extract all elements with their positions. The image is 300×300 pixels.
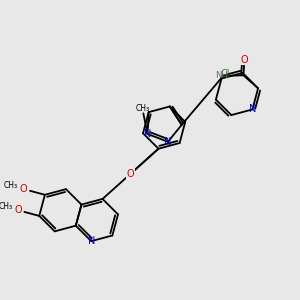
Text: N: N [88,236,95,246]
Text: O: O [241,55,248,65]
Text: O: O [127,169,134,179]
Text: CH₃: CH₃ [4,181,18,190]
Text: O: O [14,205,22,215]
Text: CH₃: CH₃ [135,104,149,113]
Text: NH: NH [215,71,228,80]
Text: N: N [164,137,172,147]
Text: N: N [144,129,151,139]
Text: O: O [20,184,28,194]
Text: CH₃: CH₃ [0,202,13,211]
Text: Cl: Cl [221,69,230,79]
Text: N: N [249,104,256,114]
